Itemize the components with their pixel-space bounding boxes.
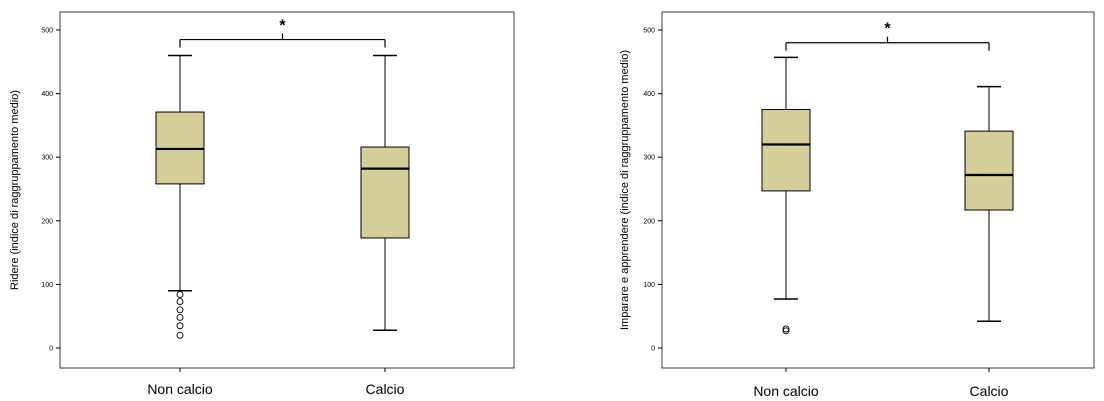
y-axis-title: Imparare e apprendere (indice di raggrup…	[619, 50, 631, 330]
y-tick-label: 100	[41, 282, 53, 289]
y-tick-label: 500	[643, 28, 655, 35]
plot-frame	[59, 11, 515, 369]
outlier-point	[176, 298, 184, 306]
box-1: Non calcio	[753, 56, 819, 399]
y-axis-title: Ridere (indice di raggruppamento medio)	[9, 90, 21, 290]
chart-panel-2: 0 100 200 300 400 500 Imparare e apprendere (i…	[619, 11, 1095, 399]
outlier-point	[176, 306, 184, 314]
x-category-label: Calcio	[366, 381, 405, 397]
chart-panel-1: 0 100 200 300 400 500 Ridere (indice di raggru…	[9, 11, 515, 397]
y-tick-label: 400	[41, 91, 53, 98]
y-tick-label: 200	[643, 218, 655, 225]
outlier-point	[176, 291, 184, 299]
significance-label: *	[279, 18, 286, 35]
y-tick-label: 300	[41, 155, 53, 162]
box-1: Non calcio	[147, 54, 213, 397]
outlier-point	[176, 314, 184, 321]
iqr-box	[761, 109, 811, 192]
y-tick-label: 200	[41, 218, 53, 225]
outlier-point	[782, 325, 790, 333]
y-tick-label: 100	[643, 282, 655, 289]
x-category-label: Non calcio	[753, 383, 819, 399]
significance-bracket: *	[785, 21, 990, 51]
y-tick-label: 500	[41, 28, 53, 35]
iqr-box	[964, 130, 1014, 211]
x-category-label: Non calcio	[147, 381, 213, 397]
box-2: Calcio	[360, 54, 410, 397]
outlier-point	[782, 327, 790, 335]
significance-label: *	[884, 21, 891, 38]
outlier-point	[176, 331, 184, 339]
plot-frame	[661, 11, 1095, 369]
y-tick-label: 300	[643, 155, 655, 162]
outlier-point	[176, 322, 184, 330]
y-tick-label: 0	[651, 346, 655, 353]
box-2: Calcio	[964, 85, 1014, 399]
x-category-label: Calcio	[970, 383, 1009, 399]
y-tick-label: 0	[49, 346, 53, 353]
iqr-box	[360, 146, 410, 239]
significance-bracket: *	[179, 18, 386, 48]
y-tick-label: 400	[643, 91, 655, 98]
